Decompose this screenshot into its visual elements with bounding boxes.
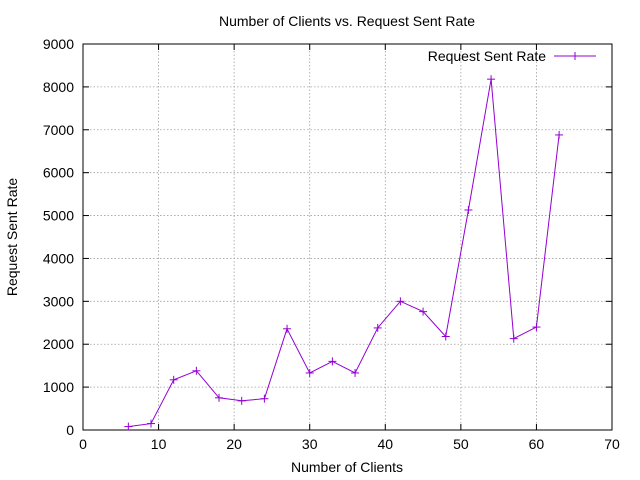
series-layer bbox=[124, 75, 564, 431]
y-tick-label: 0 bbox=[66, 422, 74, 438]
grid bbox=[83, 44, 612, 430]
data-point bbox=[215, 393, 224, 402]
data-point bbox=[373, 323, 382, 332]
data-point bbox=[283, 324, 292, 333]
y-tick-label: 7000 bbox=[43, 122, 74, 138]
data-point bbox=[441, 332, 450, 341]
x-axis-label: Number of Clients bbox=[291, 459, 403, 475]
legend: Request Sent Rate bbox=[428, 48, 596, 64]
x-tick-label: 0 bbox=[79, 436, 87, 452]
data-point bbox=[305, 368, 314, 377]
data-point bbox=[487, 75, 496, 84]
data-point bbox=[509, 334, 518, 343]
y-tick-label: 2000 bbox=[43, 336, 74, 352]
y-tick-label: 5000 bbox=[43, 208, 74, 224]
data-point bbox=[124, 422, 133, 431]
x-tick-label: 10 bbox=[151, 436, 167, 452]
axis-ticks: 0 10 20 30 40 50 60 70 0 1000 2000 3000 4000 5000 6000… bbox=[43, 36, 620, 452]
y-tick-label: 4000 bbox=[43, 250, 74, 266]
data-point bbox=[464, 205, 473, 214]
data-point bbox=[532, 323, 541, 332]
x-tick-label: 30 bbox=[302, 436, 318, 452]
data-point bbox=[328, 357, 337, 366]
data-point bbox=[169, 375, 178, 384]
chart-title: Number of Clients vs. Request Sent Rate bbox=[219, 13, 475, 29]
data-point bbox=[237, 396, 246, 405]
data-point bbox=[192, 366, 201, 375]
y-tick-label: 3000 bbox=[43, 293, 74, 309]
x-tick-label: 70 bbox=[604, 436, 620, 452]
data-point bbox=[396, 297, 405, 306]
x-tick-label: 50 bbox=[453, 436, 469, 452]
y-tick-label: 1000 bbox=[43, 379, 74, 395]
y-axis-label: Request Sent Rate bbox=[4, 178, 20, 297]
data-point bbox=[260, 394, 269, 403]
y-tick-label: 8000 bbox=[43, 79, 74, 95]
x-tick-label: 60 bbox=[529, 436, 545, 452]
y-tick-label: 6000 bbox=[43, 165, 74, 181]
data-point bbox=[351, 368, 360, 377]
series-line bbox=[128, 79, 560, 428]
data-point bbox=[147, 419, 156, 428]
plot-area bbox=[82, 43, 613, 431]
x-tick-label: 40 bbox=[377, 436, 393, 452]
y-tick-label: 9000 bbox=[43, 36, 74, 52]
legend-label: Request Sent Rate bbox=[428, 48, 547, 64]
x-tick-label: 20 bbox=[226, 436, 242, 452]
data-point bbox=[555, 130, 564, 139]
data-point bbox=[419, 307, 428, 316]
